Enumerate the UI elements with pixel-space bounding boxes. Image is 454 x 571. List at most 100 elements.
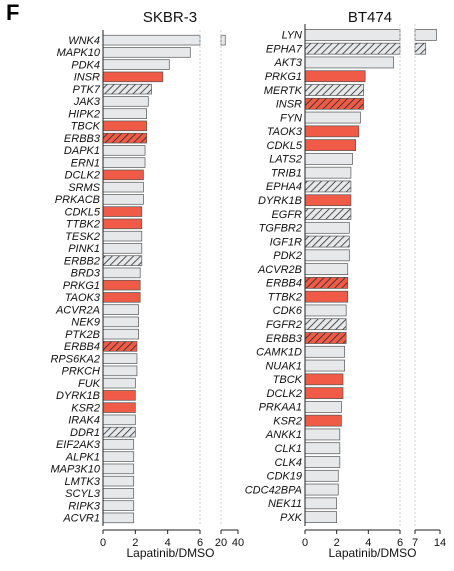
bar-continuation: [414, 29, 437, 41]
category-label: NUAK1: [265, 360, 302, 372]
bar: [304, 318, 347, 331]
x-tick-label: 14: [434, 537, 446, 549]
bar: [102, 426, 136, 438]
category-label: DCLK2: [65, 170, 100, 182]
category-label: WNK4: [68, 35, 100, 47]
category-label: DAPK1: [64, 145, 100, 157]
bar: [102, 194, 144, 205]
bar: [102, 145, 146, 156]
category-label: CDK19: [267, 471, 302, 483]
category-label: ERBB2: [64, 255, 100, 267]
category-label: DDR1: [70, 427, 100, 439]
category-label: SRMS: [68, 182, 100, 194]
category-label: TGFBR2: [259, 223, 302, 235]
bar: [102, 206, 143, 217]
category-label: TAOK3: [65, 292, 101, 304]
bar: [102, 243, 143, 254]
category-label: FYN: [280, 112, 302, 124]
chart-title: BT474: [348, 9, 392, 26]
bar: [304, 166, 352, 179]
category-label: PRKACB: [55, 194, 100, 206]
bar: [304, 111, 361, 124]
bar: [102, 267, 141, 279]
bar: [304, 125, 360, 138]
bar: [304, 249, 350, 262]
category-label: BRD3: [71, 268, 101, 280]
bar: [102, 132, 148, 144]
category-label: TRIB1: [271, 167, 302, 179]
bar: [102, 230, 143, 242]
category-label: PXK: [280, 512, 303, 524]
bar: [304, 469, 339, 482]
bar: [102, 279, 141, 291]
category-label: DYRK1B: [258, 195, 302, 207]
bar: [304, 304, 347, 317]
category-label: ACVR2B: [257, 264, 302, 276]
category-label: PRKG1: [265, 71, 302, 83]
bar: [304, 511, 338, 523]
bar: [102, 353, 138, 364]
bar: [304, 456, 341, 468]
panel-skbr3: SKBR-3 WNK4MAPK10PDK4INSRPTK7JAK3HIPK2TBC…: [50, 9, 244, 560]
bar: [304, 194, 352, 207]
category-label: EPHA7: [266, 43, 303, 55]
category-label: RIPK3: [68, 500, 101, 512]
bar: [102, 304, 139, 315]
bar: [102, 157, 146, 168]
bar: [304, 442, 341, 455]
bar: [304, 97, 364, 110]
bar-continuation: [220, 34, 226, 46]
category-label: CDKL5: [65, 206, 101, 218]
bar-continuation: [414, 42, 427, 55]
bar: [304, 221, 350, 234]
category-label: EIF2AK3: [56, 439, 101, 451]
category-label: INSR: [276, 99, 302, 111]
x-tick-label: 6: [197, 537, 203, 549]
category-label: NEK11: [268, 498, 302, 510]
bar: [304, 70, 366, 83]
bar: [304, 84, 364, 96]
x-tick-label: 40: [232, 537, 244, 549]
category-label: MAPK10: [57, 47, 101, 59]
bar: [102, 96, 149, 107]
bar: [102, 341, 138, 352]
category-label: CDC42BPA: [245, 484, 302, 496]
bar: [304, 153, 353, 165]
bar: [102, 377, 136, 389]
category-label: EPHA4: [266, 181, 302, 193]
bar: [102, 488, 135, 499]
category-label: SCYL3: [65, 488, 101, 500]
bar: [102, 120, 148, 132]
x-tick-label: 0: [100, 537, 106, 549]
category-label: DCLK2: [267, 388, 302, 400]
category-label: TTBK2: [66, 219, 100, 231]
bar: [102, 169, 144, 181]
category-label: NEK9: [71, 317, 100, 329]
category-label: CLK4: [274, 457, 302, 469]
bar: [102, 475, 135, 487]
category-label: RPS6KA2: [50, 353, 100, 365]
bar: [102, 292, 141, 303]
bar: [304, 208, 352, 220]
bar: [304, 29, 401, 41]
bar: [102, 218, 143, 230]
bar: [304, 277, 349, 289]
category-label: PDK4: [71, 59, 100, 71]
bar: [102, 365, 138, 377]
category-label: ALPK1: [65, 451, 100, 463]
bar: [304, 42, 401, 55]
bar: [102, 71, 164, 83]
category-label: CAMK1D: [256, 347, 302, 359]
category-label: EGFR: [271, 209, 302, 221]
category-label: LYN: [282, 30, 302, 42]
category-label: INSR: [74, 72, 100, 84]
x-tick-label: 0: [302, 537, 308, 549]
bar: [304, 56, 395, 69]
bar: [304, 414, 342, 427]
category-label: JAK3: [73, 96, 101, 108]
bar: [102, 59, 170, 70]
bar: [102, 439, 135, 450]
category-label: MAP3K10: [50, 464, 100, 476]
category-label: ERN1: [71, 157, 100, 169]
bar: [304, 497, 338, 510]
